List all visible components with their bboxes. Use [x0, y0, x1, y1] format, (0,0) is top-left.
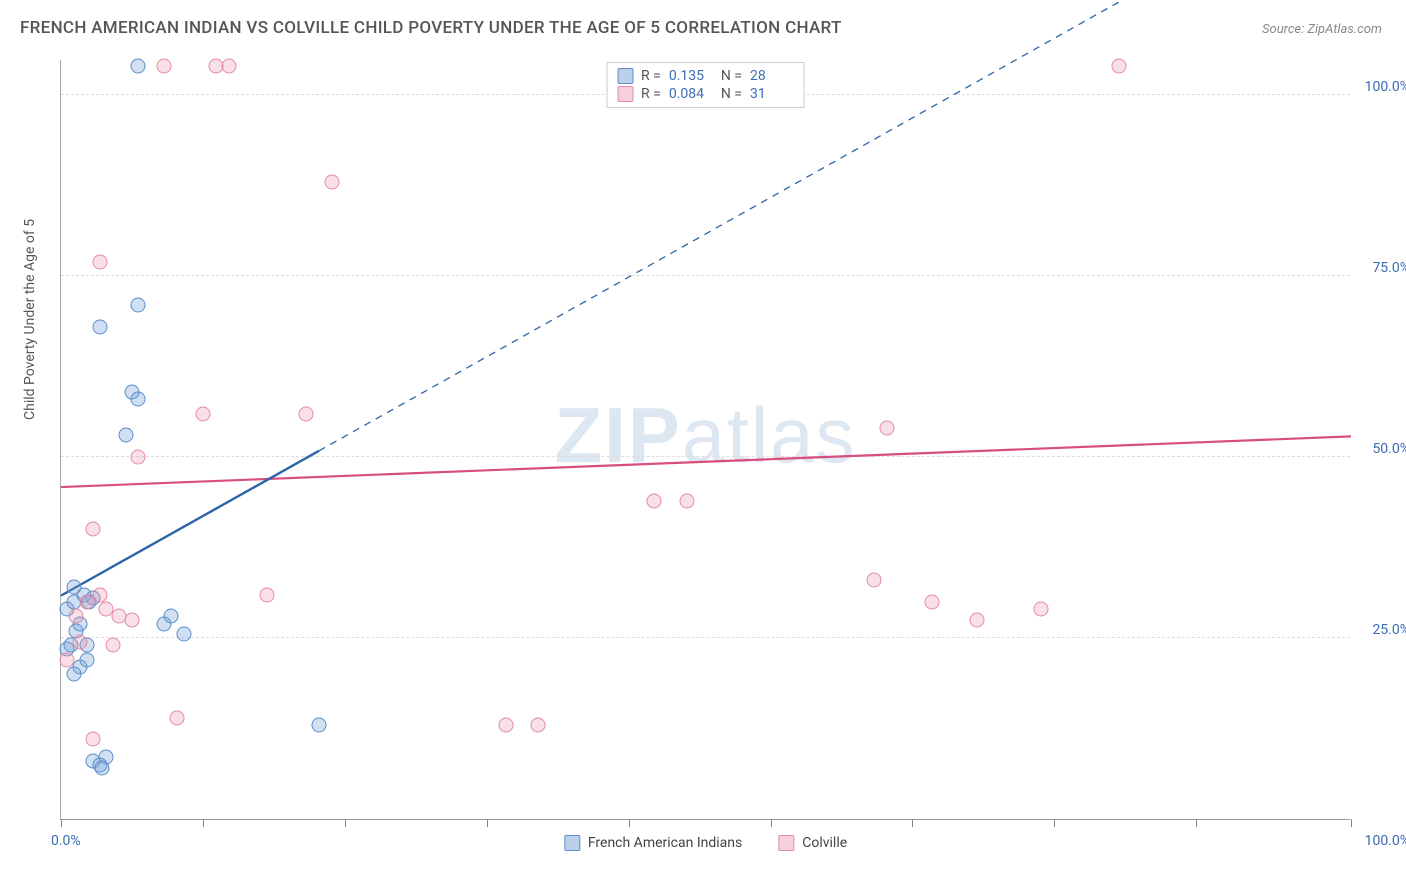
data-point	[866, 573, 881, 588]
n-value-series2: 31	[750, 86, 794, 102]
data-point	[131, 298, 146, 313]
legend-item-series2: Colville	[778, 835, 847, 851]
data-point	[131, 450, 146, 465]
r-label: R =	[641, 86, 661, 102]
data-point	[79, 652, 94, 667]
stats-row-series2: R = 0.084 N = 31	[617, 85, 794, 103]
data-point	[879, 421, 894, 436]
x-tick	[487, 819, 488, 827]
y-tick-label: 25.0%	[1372, 622, 1406, 638]
x-tick	[1054, 819, 1055, 827]
data-point	[92, 254, 107, 269]
trend-lines	[61, 60, 1350, 819]
data-point	[195, 406, 210, 421]
data-point	[157, 59, 172, 74]
y-tick-label: 50.0%	[1372, 441, 1406, 457]
r-value-series1: 0.135	[669, 68, 713, 84]
r-value-series2: 0.084	[669, 86, 713, 102]
data-point	[118, 428, 133, 443]
data-point	[221, 59, 236, 74]
data-point	[86, 732, 101, 747]
source-attribution: Source: ZipAtlas.com	[1262, 22, 1382, 37]
legend-label-series1: French American Indians	[588, 835, 742, 851]
x-tick	[912, 819, 913, 827]
data-point	[73, 634, 88, 649]
n-value-series1: 28	[750, 68, 794, 84]
data-point	[86, 522, 101, 537]
data-point	[124, 612, 139, 627]
data-point	[69, 609, 84, 624]
data-point	[131, 392, 146, 407]
data-point	[1034, 602, 1049, 617]
plot-area: ZIPatlas 25.0%50.0%75.0%100.0% 0.0% 100.…	[60, 60, 1350, 820]
data-point	[312, 717, 327, 732]
data-point	[969, 612, 984, 627]
data-point	[170, 710, 185, 725]
swatch-series1-legend	[564, 835, 580, 851]
x-tick	[203, 819, 204, 827]
data-point	[260, 587, 275, 602]
data-point	[531, 717, 546, 732]
x-tick	[61, 819, 62, 827]
data-point	[924, 594, 939, 609]
data-point	[299, 406, 314, 421]
swatch-series2	[617, 86, 633, 102]
stats-row-series1: R = 0.135 N = 28	[617, 67, 794, 85]
y-axis-label: Child Poverty Under the Age of 5	[22, 219, 38, 420]
swatch-series2-legend	[778, 835, 794, 851]
data-point	[66, 580, 81, 595]
n-label: N =	[721, 86, 742, 102]
x-tick	[345, 819, 346, 827]
x-tick	[629, 819, 630, 827]
data-point	[499, 717, 514, 732]
data-point	[92, 319, 107, 334]
legend-item-series1: French American Indians	[564, 835, 742, 851]
stats-box: R = 0.135 N = 28 R = 0.084 N = 31	[606, 62, 805, 108]
data-point	[163, 609, 178, 624]
data-point	[131, 59, 146, 74]
legend: French American Indians Colville	[564, 835, 847, 851]
data-point	[105, 638, 120, 653]
data-point	[324, 175, 339, 190]
data-point	[1111, 59, 1126, 74]
n-label: N =	[721, 68, 742, 84]
data-point	[66, 667, 81, 682]
legend-label-series2: Colville	[802, 835, 847, 851]
y-tick-label: 75.0%	[1372, 260, 1406, 276]
data-point	[95, 761, 110, 776]
y-tick-label: 100.0%	[1365, 79, 1406, 95]
x-axis-min: 0.0%	[51, 833, 81, 849]
data-point	[176, 627, 191, 642]
chart-title: FRENCH AMERICAN INDIAN VS COLVILLE CHILD…	[20, 18, 842, 38]
x-tick	[1196, 819, 1197, 827]
data-point	[679, 493, 694, 508]
x-tick	[1351, 819, 1352, 827]
swatch-series1	[617, 68, 633, 84]
x-tick	[771, 819, 772, 827]
data-point	[60, 652, 75, 667]
data-point	[647, 493, 662, 508]
data-point	[92, 587, 107, 602]
r-label: R =	[641, 68, 661, 84]
x-axis-max: 100.0%	[1365, 833, 1406, 849]
